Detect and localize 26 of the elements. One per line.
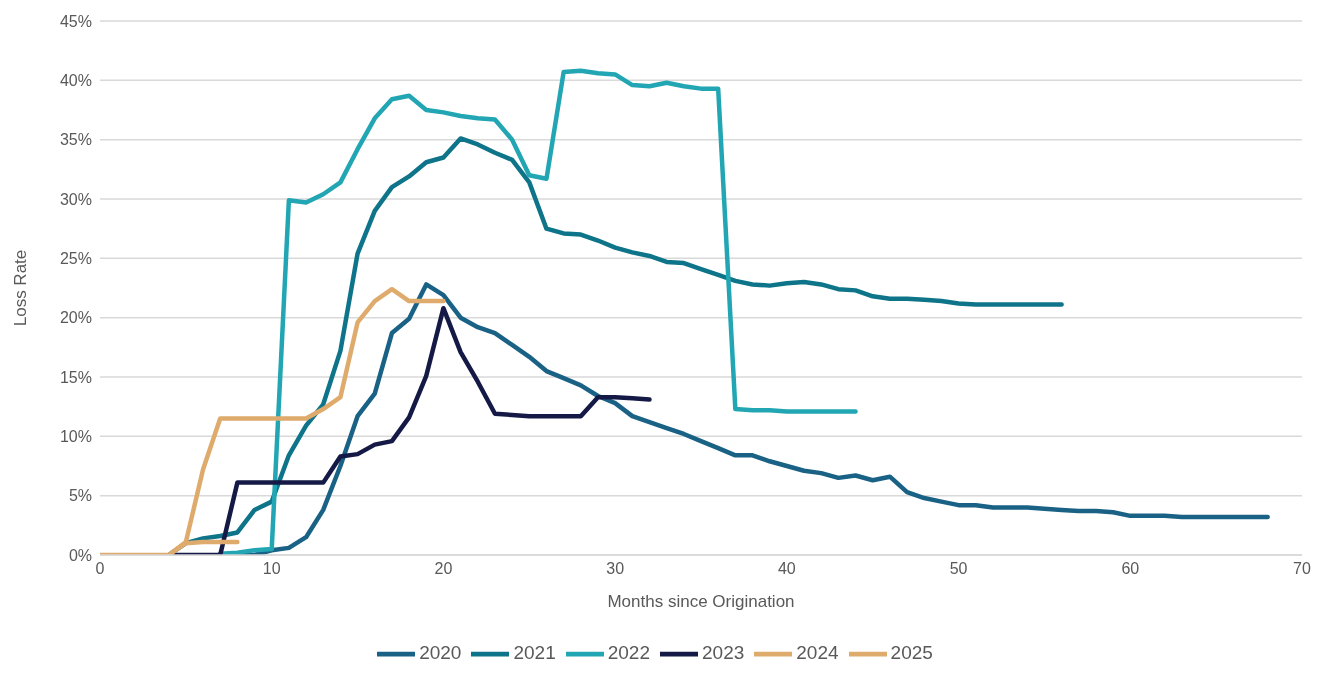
- y-tick-label: 30%: [59, 190, 92, 208]
- y-tick-label: 15%: [59, 368, 92, 386]
- legend-label: 2024: [796, 642, 839, 664]
- y-tick-label: 45%: [59, 12, 92, 30]
- y-tick-label: 40%: [59, 72, 92, 90]
- x-tick-label: 50: [949, 560, 968, 578]
- y-axis-title: Loss Rate: [11, 249, 31, 327]
- legend-label: 2021: [513, 642, 556, 664]
- y-tick-label: 0%: [68, 546, 92, 564]
- legend-label: 2020: [419, 642, 462, 664]
- y-tick-label: 10%: [59, 428, 92, 446]
- legend-label: 2025: [890, 642, 933, 664]
- x-tick-label: 10: [262, 560, 281, 578]
- x-axis-title: Months since Origination: [607, 592, 795, 611]
- x-tick-label: 0: [95, 560, 105, 578]
- x-tick-label: 20: [434, 560, 453, 578]
- legend-label: 2022: [607, 642, 650, 664]
- x-tick-label: 60: [1121, 560, 1140, 578]
- y-tick-label: 25%: [59, 250, 92, 268]
- x-tick-label: 70: [1293, 560, 1311, 578]
- y-tick-label: 20%: [59, 309, 92, 327]
- y-tick-label: 35%: [59, 131, 92, 149]
- x-tick-label: 30: [606, 560, 625, 578]
- x-tick-label: 40: [777, 560, 796, 578]
- legend-label: 2023: [702, 642, 745, 664]
- y-tick-label: 5%: [68, 487, 92, 505]
